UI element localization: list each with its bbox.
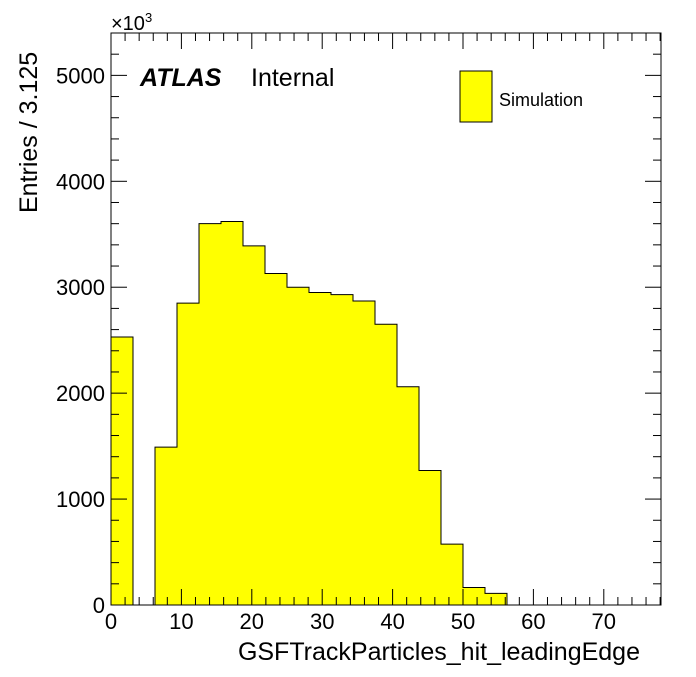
y-tick-label: 2000 (56, 381, 105, 406)
y-tick-label: 0 (93, 593, 105, 618)
y-tick-label: 1000 (56, 487, 105, 512)
x-axis-ticks: 0 10 20 30 40 50 60 70 (105, 33, 661, 634)
y-multiplier: ×103 (111, 10, 152, 35)
histogram-bar (265, 273, 287, 605)
histogram-outline (110, 221, 661, 606)
y-tick-label: 4000 (56, 169, 105, 194)
bars-group (110, 221, 661, 606)
y-tick-label: 5000 (56, 63, 105, 88)
y-axis-label: Entries / 3.125 (15, 52, 43, 213)
histogram-bar (177, 303, 199, 605)
histogram-bar (441, 544, 463, 605)
legend-swatch (459, 70, 493, 123)
histogram-bar (331, 294, 353, 605)
histogram-bar (463, 587, 485, 605)
atlas-internal-label: Internal (251, 64, 334, 92)
x-tick-label: 30 (310, 609, 334, 634)
legend-label: Simulation (499, 90, 583, 110)
histogram-bar (287, 287, 309, 605)
y-axis-ticks: 0 1000 2000 3000 4000 5000 (56, 32, 661, 618)
histogram-bar (221, 221, 243, 606)
histogram-bar (243, 245, 265, 605)
x-tick-label: 40 (380, 609, 404, 634)
histogram-bar (111, 337, 133, 605)
x-tick-label: 20 (240, 609, 264, 634)
histogram-bar (199, 223, 221, 606)
histogram-bar (353, 300, 375, 605)
histogram-bar (485, 593, 507, 605)
y-tick-label: 3000 (56, 275, 105, 300)
histogram-bar (375, 324, 397, 605)
histogram-bar (397, 386, 419, 605)
x-tick-label: 60 (521, 609, 545, 634)
histogram-bar (419, 470, 441, 605)
atlas-label: ATLAS (139, 64, 222, 92)
x-tick-label: 10 (169, 609, 193, 634)
histogram-bar (309, 292, 331, 605)
x-tick-label: 50 (451, 609, 475, 634)
plot-frame (110, 32, 662, 606)
x-tick-label: 0 (105, 609, 117, 634)
x-axis-label: GSFTrackParticles_hit_leadingEdge (238, 638, 640, 666)
histogram-bar (155, 447, 177, 605)
x-tick-label: 70 (592, 609, 616, 634)
